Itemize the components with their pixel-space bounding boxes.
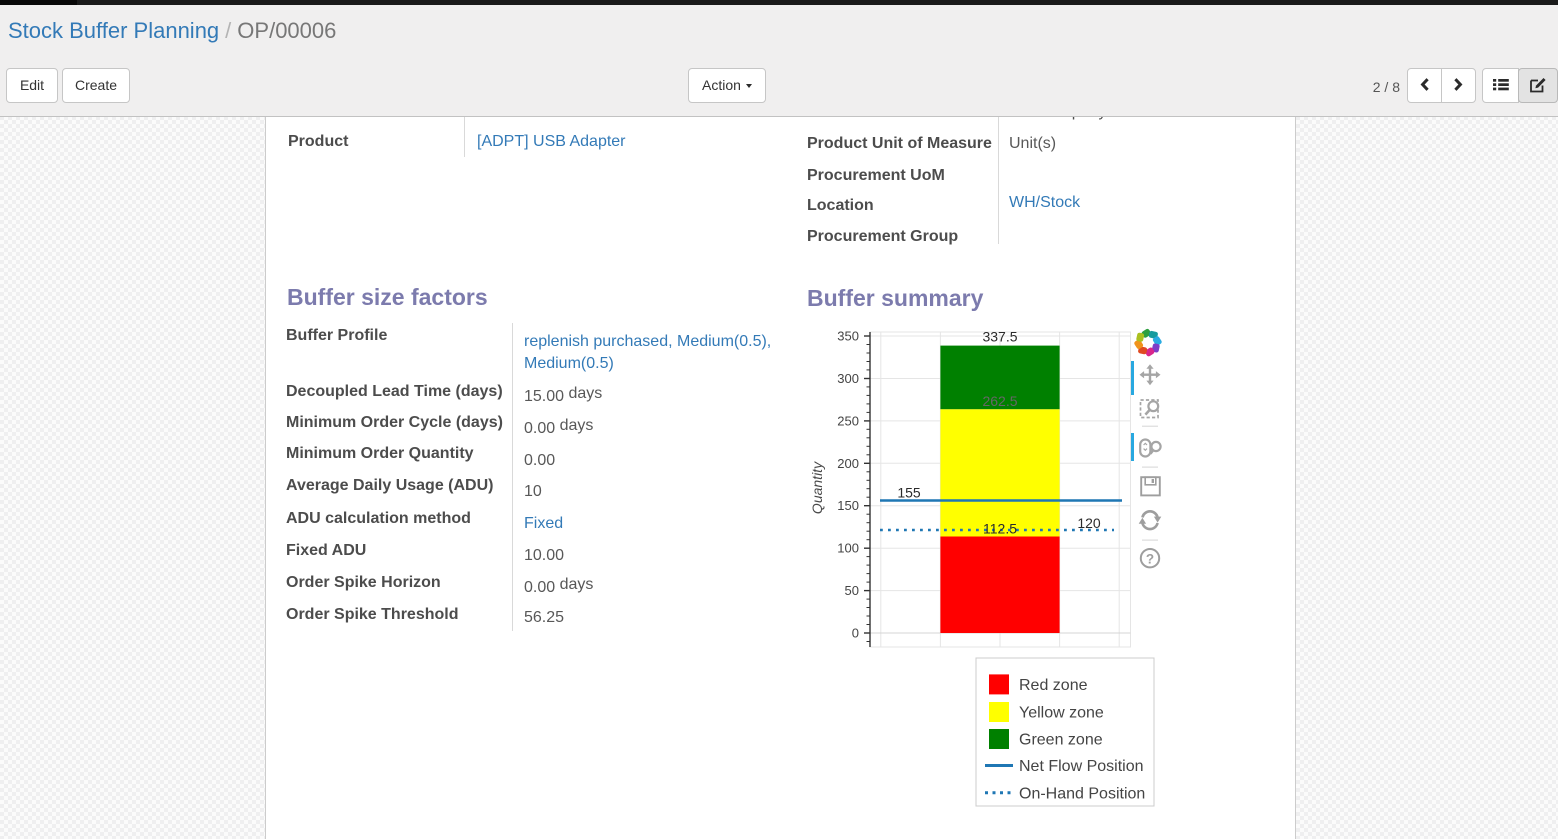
svg-text:120: 120	[1077, 515, 1101, 531]
svg-text:150: 150	[837, 498, 859, 513]
svg-text:262.5: 262.5	[982, 393, 1017, 409]
svg-text:350: 350	[837, 329, 859, 344]
svg-text:300: 300	[837, 371, 859, 386]
svg-text:337.5: 337.5	[982, 329, 1017, 345]
svg-text:On-Hand Position: On-Hand Position	[1019, 785, 1145, 802]
svg-text:0: 0	[852, 626, 859, 641]
svg-text:200: 200	[837, 456, 859, 471]
svg-text:Red zone: Red zone	[1019, 677, 1088, 694]
svg-text:155: 155	[897, 485, 921, 501]
svg-text:Green zone: Green zone	[1019, 732, 1103, 749]
svg-text:?: ?	[1146, 552, 1154, 567]
svg-text:Quantity: Quantity	[809, 461, 825, 514]
svg-text:Net Flow Position: Net Flow Position	[1019, 758, 1144, 775]
svg-text:112.5: 112.5	[983, 521, 1017, 537]
svg-text:50: 50	[845, 583, 859, 598]
svg-text:250: 250	[837, 413, 859, 428]
svg-text:Yellow zone: Yellow zone	[1019, 705, 1104, 722]
svg-text:100: 100	[837, 541, 859, 556]
